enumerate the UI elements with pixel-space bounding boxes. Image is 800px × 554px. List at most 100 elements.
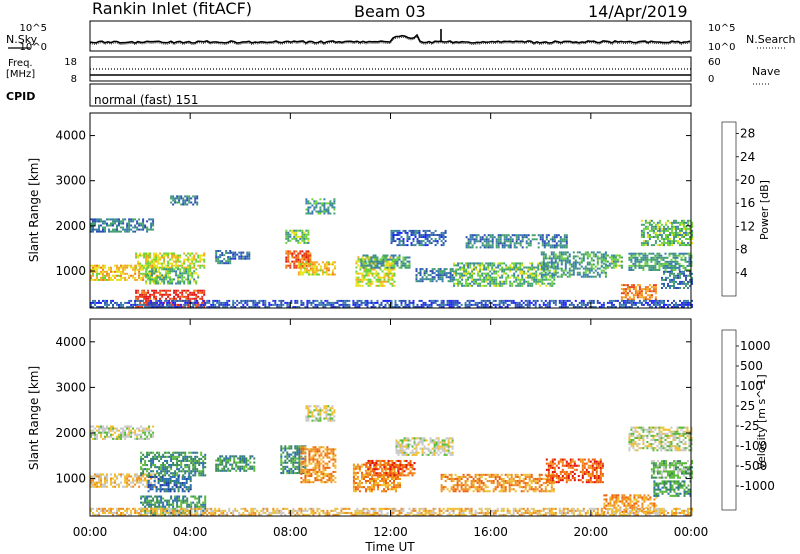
heatmap-cell (426, 236, 429, 238)
heatmap-cell (292, 306, 295, 308)
heatmap-cell (197, 291, 200, 294)
heatmap-cell (305, 241, 308, 244)
heatmap-cell (654, 227, 657, 230)
heatmap-cell (592, 251, 595, 254)
heatmap-cell (246, 253, 249, 256)
heatmap-cell (578, 271, 581, 274)
heatmap-cell (485, 266, 488, 269)
heatmap-cell (558, 299, 561, 302)
heatmap-cell (106, 299, 108, 302)
heatmap-cell (665, 223, 667, 226)
heatmap-cell (146, 464, 149, 467)
heatmap-cell (450, 306, 453, 308)
heatmap-cell (475, 246, 478, 249)
heatmap-cell (187, 272, 190, 275)
heatmap-cell (287, 239, 290, 242)
heatmap-cell (383, 272, 386, 275)
heatmap-cell (412, 229, 415, 232)
heatmap-cell (296, 299, 299, 302)
heatmap-cell (104, 481, 106, 484)
heatmap-cell (669, 272, 671, 275)
heatmap-cell (689, 285, 691, 287)
heatmap-cell (301, 271, 304, 274)
heatmap-cell (550, 299, 553, 302)
heatmap-cell (160, 306, 163, 308)
heatmap-cell (525, 246, 528, 249)
heatmap-cell (491, 240, 494, 243)
heatmap-cell (560, 263, 563, 266)
heatmap-cell (669, 238, 671, 240)
heatmap-cell (513, 234, 516, 237)
heatmap-cell (656, 254, 659, 257)
heatmap-cell (554, 303, 557, 306)
heatmap-cell (193, 270, 196, 273)
heatmap-cell (624, 290, 627, 293)
heatmap-cell (305, 271, 308, 274)
heatmap-cell (144, 477, 147, 480)
heatmap-cell (136, 268, 139, 271)
heatmap-cell (134, 473, 137, 476)
heatmap-cell (124, 435, 127, 438)
heatmap-cell (140, 479, 143, 482)
heatmap-cell (574, 306, 577, 308)
heatmap-cell (142, 453, 145, 456)
heatmap-cell (513, 242, 516, 245)
heatmap-cell (381, 282, 384, 285)
heatmap-cell (188, 470, 191, 473)
heatmap-cell (467, 264, 470, 267)
heatmap-cell (382, 306, 385, 308)
heatmap-cell (321, 269, 324, 272)
heatmap-cell (323, 212, 326, 215)
heatmap-cell (136, 228, 139, 231)
heatmap-cell (342, 306, 345, 308)
heatmap-cell (126, 278, 129, 281)
heatmap-cell (139, 262, 142, 265)
heatmap-cell (92, 220, 94, 223)
heatmap-cell (230, 251, 233, 254)
heatmap-cell (148, 453, 151, 456)
heatmap-cell (689, 229, 691, 232)
heatmap-cell (352, 303, 355, 306)
heatmap-cell (305, 267, 308, 270)
heatmap-cell (134, 218, 137, 221)
heatmap-cell (483, 280, 486, 283)
heatmap-cell (183, 282, 186, 285)
heatmap-cell (507, 246, 510, 249)
heatmap-cell (142, 276, 145, 279)
heatmap-cell (140, 468, 143, 471)
heatmap-cell (551, 238, 554, 241)
heatmap-cell (689, 242, 691, 245)
heatmap-cell (106, 272, 108, 275)
heatmap-cell (132, 266, 135, 269)
heatmap-cell (194, 455, 197, 458)
heatmap-cell (305, 198, 308, 201)
heatmap-cell (150, 218, 153, 221)
heatmap-cell (505, 266, 508, 269)
heatmap-cell (501, 280, 504, 283)
heatmap-cell (272, 299, 275, 302)
heatmap-cell (471, 244, 474, 247)
heatmap-cell (355, 266, 358, 269)
heatmap-cell (667, 306, 669, 308)
heatmap-cell (469, 276, 472, 279)
heatmap-cell (442, 303, 445, 306)
heatmap-cell (140, 474, 143, 477)
heatmap-cell (305, 263, 308, 266)
heatmap-cell (556, 257, 559, 260)
heatmap-cell (172, 453, 175, 456)
heatmap-cell (535, 276, 538, 279)
heatmap-cell (669, 303, 671, 306)
heatmap-cell (544, 257, 547, 260)
heatmap-cell (181, 262, 184, 265)
heatmap-cell (159, 258, 162, 261)
heatmap-cell (542, 251, 545, 254)
heatmap-cell (156, 264, 159, 267)
heatmap-cell (660, 234, 663, 236)
heatmap-cell (124, 477, 127, 480)
heatmap-cell (256, 306, 259, 308)
heatmap-cell (323, 271, 326, 274)
heatmap-cell (586, 253, 589, 256)
heatmap-cell (264, 299, 267, 302)
heatmap-cell (544, 275, 547, 278)
